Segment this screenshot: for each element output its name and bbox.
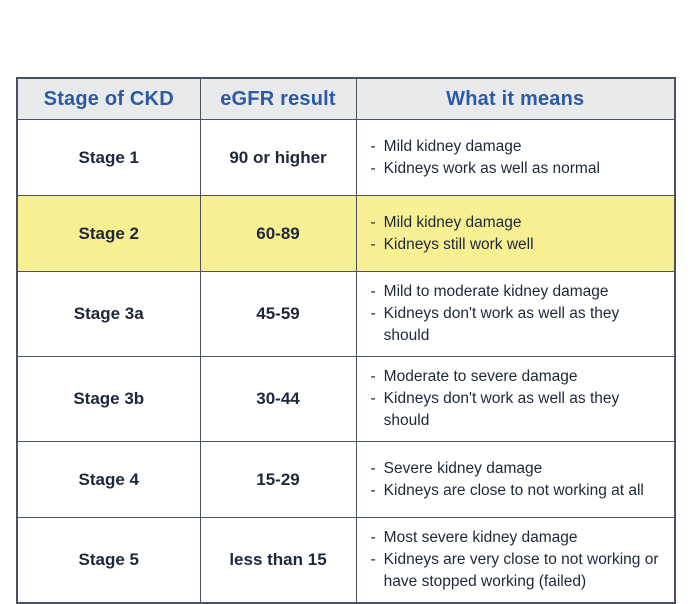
bullet-text: Mild kidney damage [383,137,522,155]
bullet-dash: - [370,159,376,177]
table-row: Stage 4 15-29 - Severe kidney damage - Kidn… [16,441,676,518]
bullet-line: - Severe kidney damage [371,458,667,480]
bullet-text: Moderate to severe damage [383,368,578,385]
meaning-cell: - Mild to moderate kidney damage - Kidneys … [355,271,676,357]
bullet-list: - Mild kidney damage - Kidneys still work w… [371,212,667,256]
bullet-line: - Kidneys work as well as normal [371,158,667,180]
bullet-text: Severe kidney damage [383,459,543,477]
table-row: Stage 3a 45-59 - Mild to moderate kidney … [16,271,676,357]
bullet-dash: - [370,529,376,546]
egfr-cell: 60-89 [199,195,357,272]
bullet-line: - Kidneys don't work as well as they shou… [371,303,667,347]
meaning-cell: - Mild kidney damage - Kidneys work as well… [355,119,676,196]
bullet-text: Kidneys still work well [383,235,534,253]
bullet-text: Kidneys are close to not working at all [383,481,644,499]
meaning-cell: - Moderate to severe damage - Kidneys don't… [355,356,676,442]
bullet-dash: - [370,305,376,322]
meaning-cell: - Severe kidney damage - Kidneys are close … [355,441,676,518]
bullet-dash: - [370,235,376,253]
bullet-dash: - [370,390,376,407]
bullet-line: - Kidneys are very close to not working o… [371,549,667,593]
bullet-dash: - [370,213,376,231]
table-row: Stage 5 less than 15 - Most severe kidney… [16,517,676,604]
bullet-line: - Kidneys are close to not working at all [371,480,667,502]
stage-cell: Stage 4 [16,441,201,518]
egfr-cell: less than 15 [199,517,357,604]
stage-cell: Stage 1 [16,119,201,196]
bullet-dash: - [370,551,376,568]
table-row: Stage 1 90 or higher - Mild kidney damage… [16,119,676,196]
bullet-dash: - [370,137,376,155]
bullet-text: Mild kidney damage [383,213,522,231]
stage-cell: Stage 2 [16,195,201,272]
bullet-line: - Kidneys don't work as well as they shou… [371,388,667,432]
bullet-line: - Moderate to severe damage [371,366,667,388]
table-body: Stage 1 90 or higher - Mild kidney damage… [16,119,676,604]
bullet-text: Mild to moderate kidney damage [383,283,609,300]
bullet-list: - Most severe kidney damage - Kidneys are v… [371,527,667,593]
ckd-table: Stage of CKD eGFR result What it means S… [16,77,676,604]
bullet-line: - Mild kidney damage [371,212,667,234]
stage-cell: Stage 3a [16,271,201,357]
ckd-stages-table: Stage of CKD eGFR result What it means S… [16,77,676,604]
egfr-cell: 90 or higher [199,119,357,196]
egfr-cell: 30-44 [199,356,357,442]
bullet-list: - Mild kidney damage - Kidneys work as well… [371,136,667,180]
bullet-line: - Mild to moderate kidney damage [371,281,667,303]
stage-cell: Stage 5 [16,517,201,604]
bullet-list: - Severe kidney damage - Kidneys are close … [371,458,667,502]
bullet-list: - Moderate to severe damage - Kidneys don't… [371,366,667,432]
col-header-egfr: eGFR result [199,77,357,120]
egfr-cell: 15-29 [199,441,357,518]
meaning-cell: - Mild kidney damage - Kidneys still work w… [355,195,676,272]
bullet-text: Most severe kidney damage [383,529,578,546]
stage-cell: Stage 3b [16,356,201,442]
bullet-line: - Mild kidney damage [371,136,667,158]
meaning-cell: - Most severe kidney damage - Kidneys are v… [355,517,676,604]
bullet-text: Kidneys don't work as well as they shoul… [383,390,620,429]
bullet-text: Kidneys don't work as well as they shoul… [383,305,620,344]
col-header-stage: Stage of CKD [16,77,201,120]
header-row: Stage of CKD eGFR result What it means [16,77,676,120]
bullet-line: - Most severe kidney damage [371,527,667,549]
table-row: Stage 3b 30-44 - Moderate to severe damag… [16,356,676,442]
bullet-dash: - [370,368,376,385]
bullet-dash: - [370,283,376,300]
egfr-cell: 45-59 [199,271,357,357]
col-header-meaning: What it means [355,77,676,120]
bullet-text: Kidneys are very close to not working or… [383,551,659,590]
bullet-dash: - [370,481,376,499]
table-row: Stage 2 60-89 - Mild kidney damage - Kidney… [16,195,676,272]
bullet-line: - Kidneys still work well [371,234,667,256]
table-header: Stage of CKD eGFR result What it means [16,77,676,120]
bullet-dash: - [370,459,376,477]
bullet-list: - Mild to moderate kidney damage - Kidneys … [371,281,667,347]
bullet-text: Kidneys work as well as normal [383,159,600,177]
